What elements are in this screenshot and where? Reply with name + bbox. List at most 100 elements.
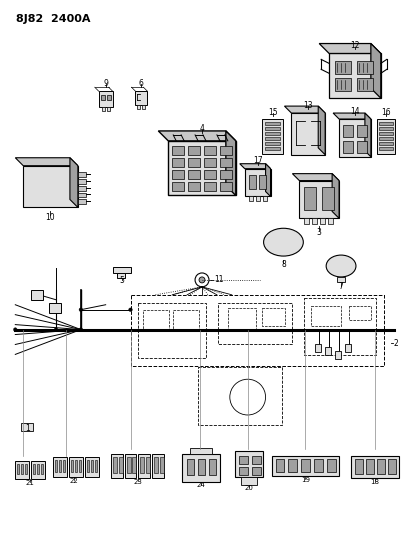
- Bar: [264, 127, 280, 130]
- Polygon shape: [293, 174, 339, 181]
- Bar: [272, 456, 339, 475]
- Bar: [264, 142, 280, 145]
- Bar: [198, 367, 282, 425]
- Circle shape: [222, 147, 229, 154]
- Bar: [312, 219, 317, 224]
- Bar: [25, 464, 27, 474]
- Text: 12: 12: [350, 41, 360, 50]
- Bar: [355, 459, 363, 474]
- Text: 21: 21: [26, 480, 35, 486]
- Text: 4: 4: [200, 124, 204, 133]
- Polygon shape: [78, 185, 86, 190]
- Bar: [288, 459, 297, 472]
- Bar: [256, 197, 259, 201]
- Circle shape: [191, 171, 197, 177]
- Bar: [187, 459, 194, 474]
- Bar: [190, 448, 212, 454]
- Bar: [249, 175, 256, 189]
- Bar: [75, 459, 77, 472]
- Circle shape: [222, 171, 229, 177]
- Bar: [106, 95, 111, 100]
- Bar: [91, 459, 93, 472]
- Bar: [95, 459, 97, 472]
- Polygon shape: [226, 131, 236, 196]
- Bar: [131, 295, 384, 366]
- Bar: [172, 158, 184, 167]
- Bar: [137, 105, 140, 109]
- Bar: [320, 219, 325, 224]
- Bar: [304, 298, 376, 356]
- Polygon shape: [332, 174, 339, 219]
- Bar: [99, 91, 113, 107]
- Circle shape: [222, 183, 229, 190]
- Circle shape: [129, 308, 132, 311]
- Bar: [220, 182, 232, 190]
- Bar: [252, 456, 261, 464]
- Bar: [198, 459, 205, 474]
- Circle shape: [175, 147, 182, 154]
- Bar: [264, 122, 280, 125]
- Polygon shape: [371, 44, 381, 98]
- Text: 23: 23: [134, 479, 143, 484]
- Polygon shape: [339, 119, 371, 157]
- Bar: [379, 137, 393, 140]
- Polygon shape: [78, 199, 86, 205]
- Bar: [262, 308, 286, 326]
- Bar: [349, 306, 371, 320]
- Bar: [135, 91, 147, 105]
- Bar: [209, 459, 216, 474]
- Bar: [133, 457, 136, 473]
- Bar: [142, 105, 145, 109]
- Bar: [17, 464, 19, 474]
- Bar: [160, 457, 164, 473]
- Bar: [357, 61, 373, 74]
- Bar: [379, 127, 393, 130]
- Bar: [335, 61, 351, 74]
- Bar: [117, 273, 124, 278]
- Bar: [182, 454, 220, 481]
- Polygon shape: [318, 106, 325, 155]
- Ellipse shape: [326, 255, 356, 277]
- Polygon shape: [245, 168, 271, 197]
- Bar: [126, 457, 131, 473]
- Text: 7: 7: [339, 282, 344, 292]
- Bar: [218, 303, 293, 344]
- Bar: [304, 219, 309, 224]
- Circle shape: [79, 328, 83, 332]
- Bar: [379, 132, 393, 135]
- Circle shape: [79, 308, 83, 311]
- Bar: [220, 169, 232, 179]
- Polygon shape: [319, 44, 381, 53]
- Text: 14: 14: [350, 107, 360, 116]
- Text: 20: 20: [244, 486, 253, 491]
- Bar: [357, 78, 373, 91]
- Polygon shape: [284, 106, 325, 113]
- Circle shape: [13, 328, 17, 332]
- Bar: [328, 219, 333, 224]
- Circle shape: [206, 171, 213, 177]
- Bar: [154, 457, 158, 473]
- Bar: [357, 125, 367, 137]
- Circle shape: [54, 328, 58, 332]
- Bar: [31, 461, 45, 479]
- Bar: [315, 344, 321, 352]
- Text: 5: 5: [119, 277, 124, 285]
- Bar: [351, 456, 399, 478]
- Bar: [49, 303, 61, 313]
- Bar: [366, 459, 374, 474]
- Text: 18: 18: [370, 479, 379, 484]
- Polygon shape: [15, 158, 78, 166]
- Bar: [85, 457, 99, 477]
- Bar: [325, 348, 331, 356]
- Bar: [345, 344, 351, 352]
- Bar: [357, 141, 367, 153]
- Bar: [220, 158, 232, 167]
- Text: 19: 19: [301, 477, 310, 482]
- Bar: [249, 197, 253, 201]
- Polygon shape: [329, 53, 381, 98]
- Bar: [388, 459, 396, 474]
- Text: 24: 24: [197, 482, 205, 489]
- Bar: [275, 459, 284, 472]
- Bar: [113, 267, 131, 273]
- Bar: [111, 454, 122, 478]
